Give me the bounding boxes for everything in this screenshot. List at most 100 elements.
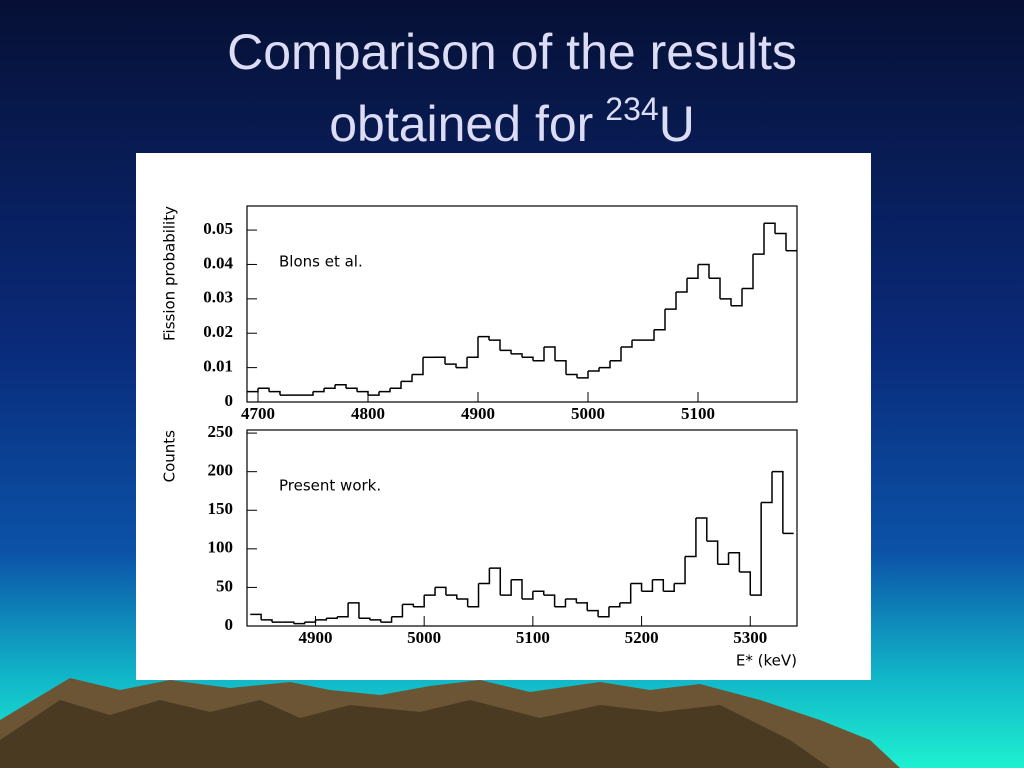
y-tick-label: 0.01 xyxy=(203,357,233,376)
histogram-step xyxy=(576,602,588,611)
x-tick-label: 4900 xyxy=(298,628,332,647)
histogram-step xyxy=(610,346,622,362)
x-tick-label: 5200 xyxy=(625,628,659,647)
histogram-step xyxy=(761,471,773,504)
histogram-step xyxy=(588,367,600,372)
histogram-step xyxy=(775,232,787,251)
x-tick-label: 5100 xyxy=(681,404,715,423)
histogram-step xyxy=(412,357,424,376)
y-tick-label: 0 xyxy=(225,391,234,410)
histogram-step xyxy=(313,388,325,393)
histogram-step xyxy=(522,356,534,361)
y-tick-label: 200 xyxy=(208,461,234,480)
y-axis-label: Fission probability xyxy=(161,206,179,341)
histogram-step xyxy=(543,594,556,607)
histogram-step xyxy=(728,551,741,572)
histogram-step xyxy=(742,254,754,290)
histogram-step xyxy=(456,357,468,369)
histogram-step xyxy=(565,598,578,603)
title-line1: Comparison of the results xyxy=(227,24,797,80)
histogram-step xyxy=(598,606,610,618)
histogram-step xyxy=(435,586,447,596)
histogram-step xyxy=(750,502,762,596)
histogram-step xyxy=(772,470,784,534)
histogram-step xyxy=(269,390,281,396)
y-axis-label: Counts xyxy=(161,430,179,483)
histogram-step xyxy=(337,602,349,618)
histogram-step xyxy=(621,340,633,348)
histogram-step xyxy=(424,587,436,596)
x-tick-label: 4700 xyxy=(241,404,275,423)
x-axis-label: E* (keV) xyxy=(736,652,797,670)
y-tick-label: 150 xyxy=(208,499,234,518)
histogram-step xyxy=(643,329,655,341)
histogram-step xyxy=(261,619,273,623)
histogram-step xyxy=(511,353,523,358)
x-tick-label: 5100 xyxy=(516,628,550,647)
histogram-step xyxy=(250,613,262,620)
y-tick-label: 250 xyxy=(208,422,234,441)
histogram-step xyxy=(478,568,491,585)
y-tick-label: 0.02 xyxy=(203,322,233,341)
histogram-step xyxy=(720,298,732,306)
histogram-step xyxy=(599,360,611,369)
histogram-step xyxy=(304,619,317,623)
histogram-step xyxy=(698,263,710,279)
annotation: Blons et al. xyxy=(279,253,363,271)
histogram-step xyxy=(577,371,589,379)
histogram-step xyxy=(532,590,545,596)
mountain-shadow xyxy=(0,700,830,768)
histogram-step xyxy=(533,346,545,362)
histogram-step xyxy=(674,556,686,585)
histogram-step xyxy=(335,384,347,389)
histogram-step xyxy=(379,388,391,393)
histogram-step xyxy=(654,309,666,331)
histogram-step xyxy=(368,391,380,396)
histogram-step xyxy=(753,223,765,255)
histogram-step xyxy=(544,346,556,361)
histogram-step xyxy=(467,583,480,608)
histogram-step xyxy=(511,578,523,599)
histogram-step xyxy=(706,540,719,565)
plot-frame xyxy=(246,205,798,403)
histogram-step xyxy=(247,388,259,393)
histogram-step xyxy=(434,356,446,365)
histogram-step xyxy=(522,591,534,600)
histogram-step xyxy=(500,349,512,354)
figure-panel xyxy=(136,153,871,680)
histogram-step xyxy=(456,598,469,607)
y-tick-label: 0.03 xyxy=(203,288,233,307)
histogram-step xyxy=(391,604,404,618)
histogram-step xyxy=(566,373,578,378)
histogram-step xyxy=(676,278,688,293)
y-tick-label: 0.04 xyxy=(203,253,233,272)
title-line2: obtained for 234U xyxy=(329,91,695,152)
histogram-step xyxy=(401,374,413,383)
title-text: obtained for xyxy=(329,96,593,152)
x-tick-label: 5300 xyxy=(733,628,767,647)
y-tick-label: 0.05 xyxy=(203,219,233,238)
histogram-step xyxy=(685,517,697,558)
title-sup: 234 xyxy=(605,91,658,127)
x-tick-label: 4800 xyxy=(351,404,385,423)
histogram-step xyxy=(369,619,382,623)
histogram-step xyxy=(665,291,677,310)
histogram-step xyxy=(467,336,479,359)
histogram-step xyxy=(348,602,360,619)
histogram-step xyxy=(709,277,721,299)
histogram-step xyxy=(695,517,708,542)
title-element: U xyxy=(659,96,695,152)
histogram-step xyxy=(445,594,458,599)
histogram-step xyxy=(413,595,425,608)
histogram-step xyxy=(652,578,665,592)
annotation: Present work. xyxy=(279,477,381,495)
x-tick-label: 5000 xyxy=(571,404,605,423)
histogram-step xyxy=(619,583,632,604)
histogram-step xyxy=(489,339,501,351)
histogram-step xyxy=(346,387,358,392)
histogram-step xyxy=(357,390,369,396)
y-tick-label: 0 xyxy=(225,615,234,634)
histogram-step xyxy=(258,387,270,392)
